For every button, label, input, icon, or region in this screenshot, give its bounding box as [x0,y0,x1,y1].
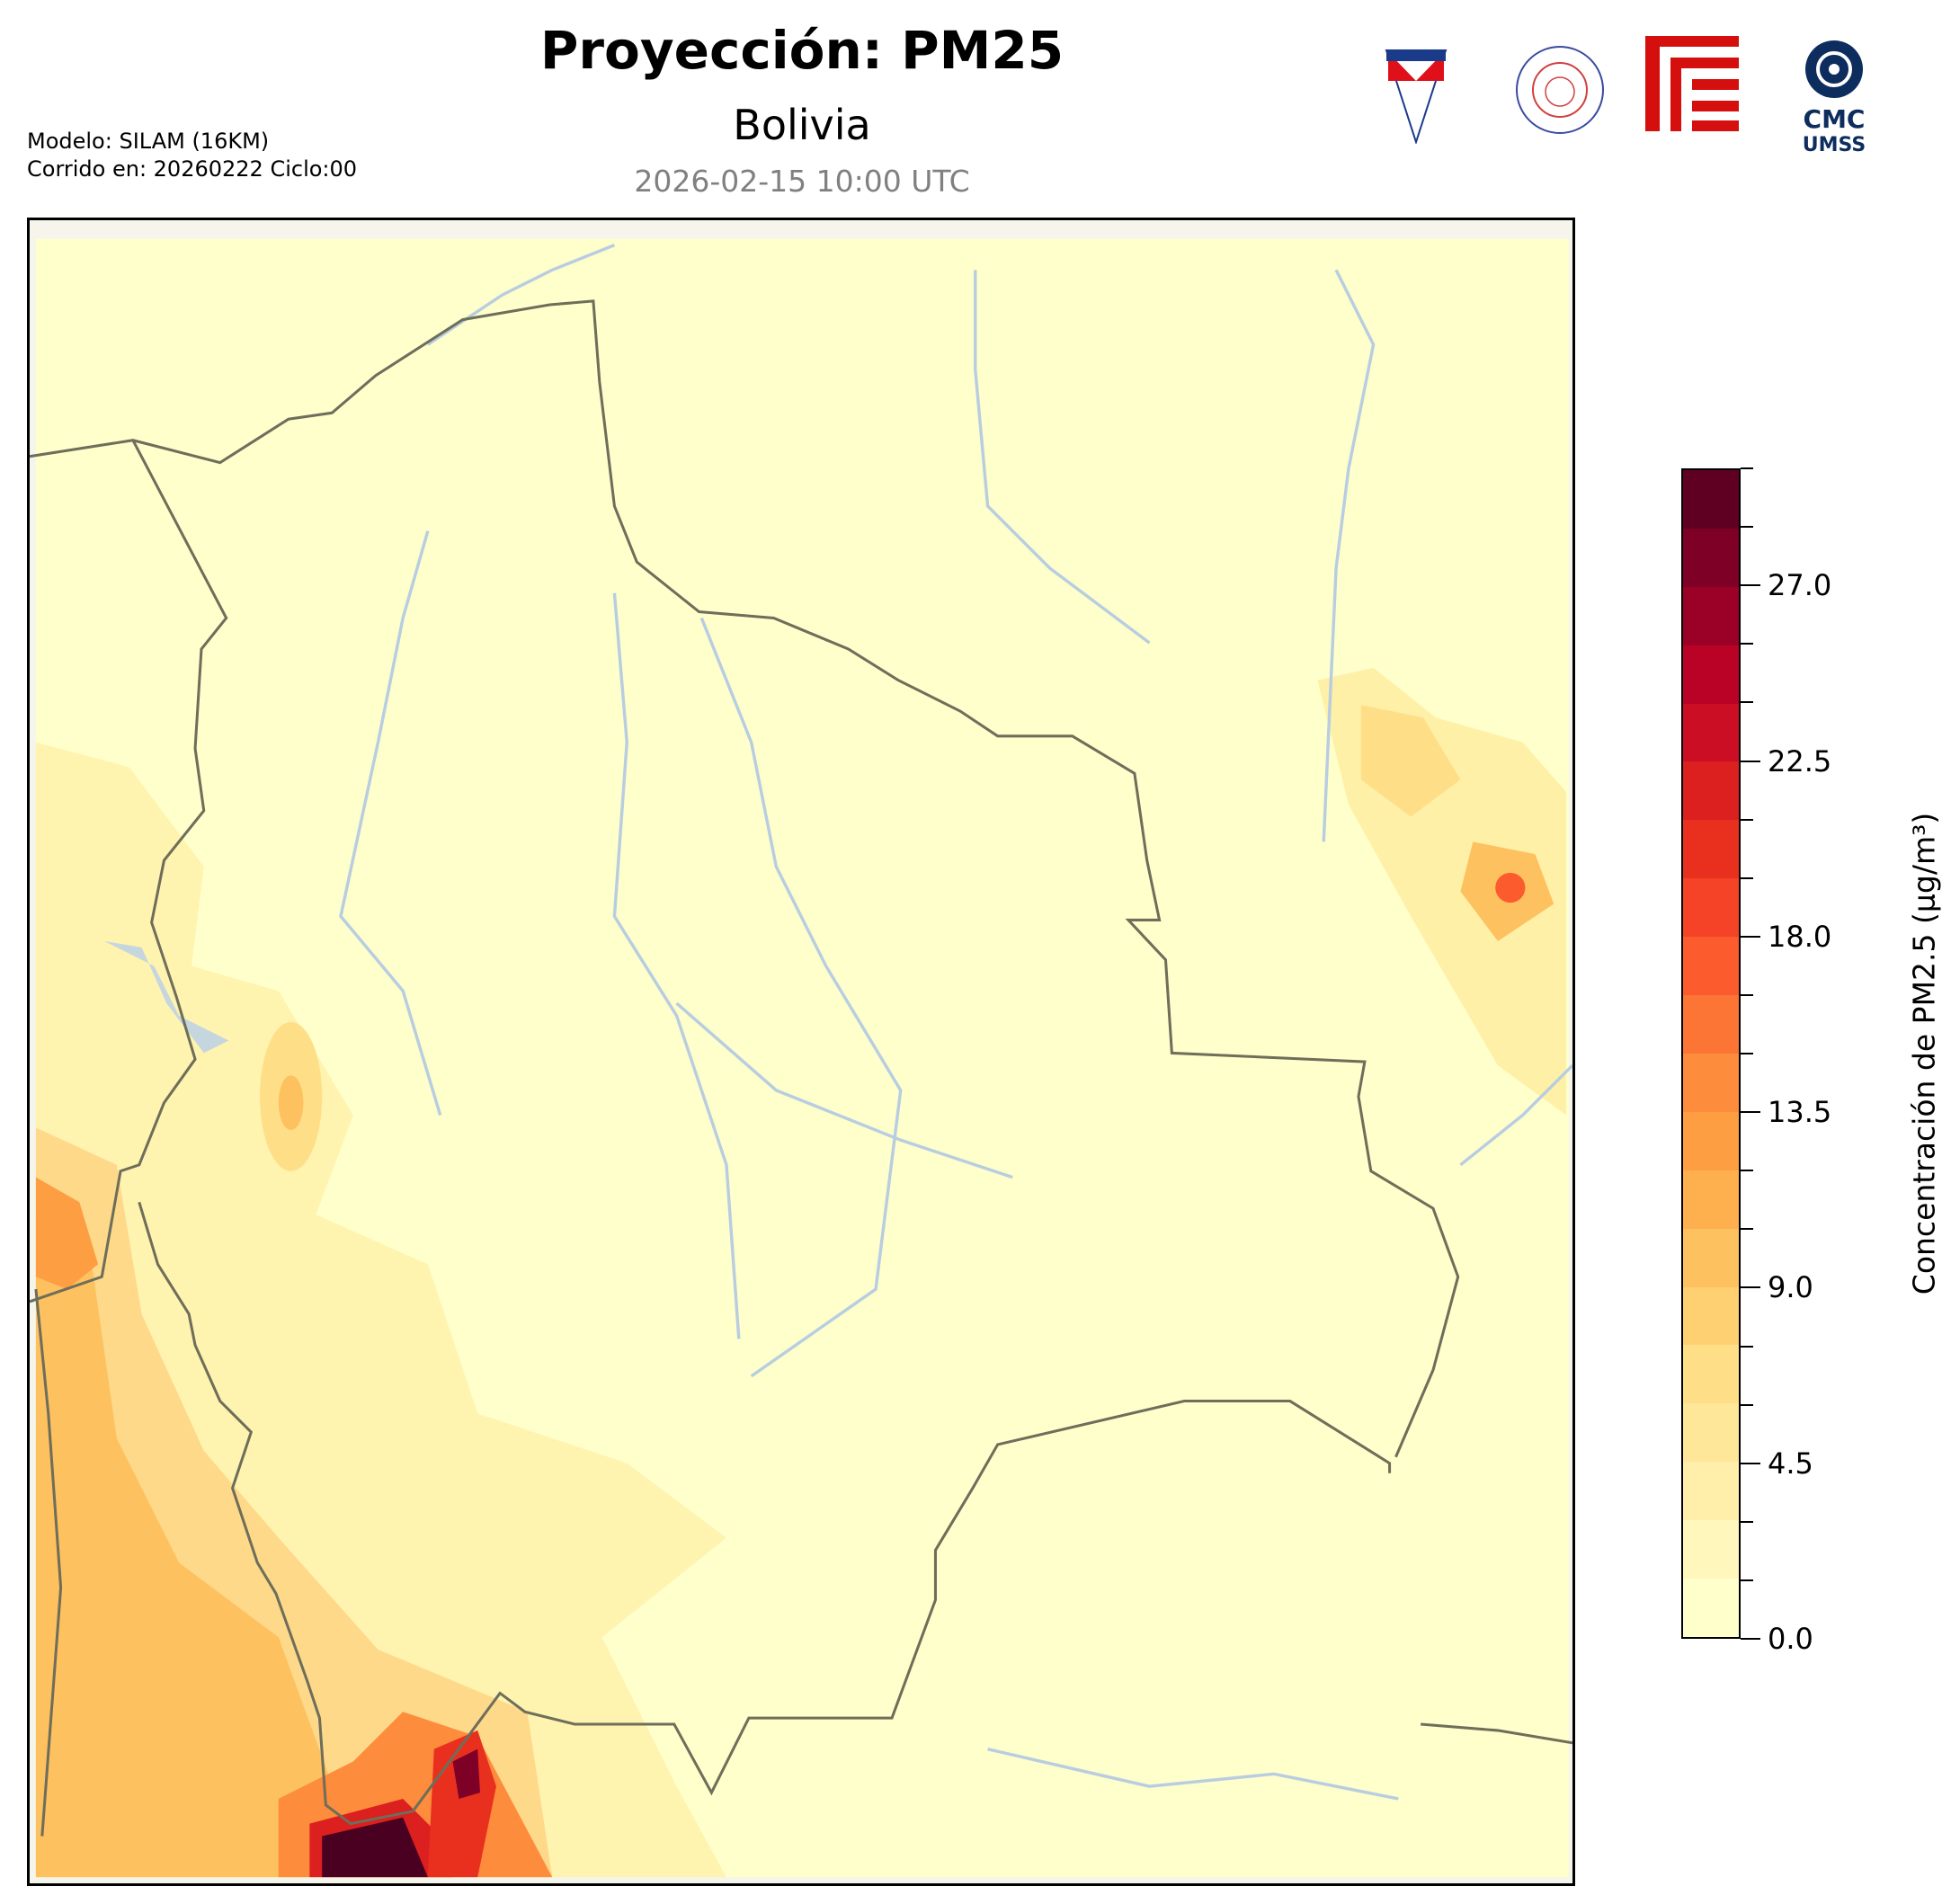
colorbar-ticks: 0.0 4.5 9.0 13.5 18.0 22.5 27.0 [1741,467,1920,1656]
colorbar-level [1683,1520,1739,1579]
colorbar-level [1683,995,1739,1054]
major-tick [1741,584,1760,587]
tick-label: 9.0 [1768,1270,1813,1305]
concentration-fields [35,667,1567,1878]
colorbar-level [1683,878,1739,938]
major-tick [1741,1462,1760,1464]
tick-label: 4.5 [1768,1446,1813,1481]
model-line: Modelo: SILAM (16KM) [27,129,270,154]
colorbar-level [1683,761,1739,821]
tick-label: 13.5 [1768,1095,1832,1130]
colorbar-level [1683,528,1739,587]
minor-tick [1741,467,1753,469]
colorbar-level [1683,586,1739,645]
region-subtitle: Bolivia [733,101,871,149]
tick-label: 27.0 [1768,568,1832,603]
colorbar-level [1683,1286,1739,1346]
colorbar-level [1683,703,1739,762]
colorbar-level [1683,1170,1739,1229]
colorbar-level [1683,469,1739,529]
minor-tick [1741,1520,1753,1523]
map-canvas [30,222,1572,1878]
page-title: Proyección: PM25 [539,20,1065,81]
colorbar-level [1683,1403,1739,1463]
major-tick [1741,760,1760,762]
colorbar-level [1683,1053,1739,1112]
tick-label: 18.0 [1768,919,1832,954]
minor-tick [1741,1053,1753,1054]
model-info: Modelo: SILAM (16KM) Corrido en: 2026022… [27,128,357,183]
colorbar-level [1683,1579,1739,1637]
minor-tick [1741,701,1753,704]
major-tick [1741,1111,1760,1114]
minor-tick [1741,876,1753,879]
major-tick [1741,1638,1760,1640]
minor-tick [1741,643,1753,645]
pm25-map [27,218,1575,1886]
svg-text:CMC: CMC [1804,104,1866,134]
colorbar-level [1683,645,1739,704]
colorbar-level [1683,1111,1739,1170]
tick-label: 0.0 [1768,1622,1813,1656]
colorbar [1681,468,1741,1639]
country-borders [30,299,1572,1837]
minor-tick [1741,993,1753,996]
logos: CMC UMSS [1385,36,1870,162]
departamento-fisica-logo [1516,46,1604,134]
minor-tick [1741,818,1753,821]
major-tick [1741,1286,1760,1289]
fcyt-logo [1645,36,1739,131]
minor-tick [1741,1579,1753,1581]
colorbar-level [1683,1228,1739,1287]
umss-logo [1385,49,1448,144]
tick-label: 22.5 [1768,743,1832,779]
minor-tick [1741,526,1753,529]
minor-tick [1741,1345,1753,1348]
lake-titicaca [104,940,229,1054]
run-line: Corrido en: 20260222 Ciclo:00 [27,156,358,182]
colorbar-level [1683,820,1739,879]
forecast-datetime: 2026-02-15 10:00 UTC [634,164,970,199]
cmc-umss-logo: CMC UMSS [1803,40,1866,156]
minor-tick [1741,1228,1753,1231]
minor-tick [1741,1170,1753,1172]
rivers [339,244,1572,1801]
minor-tick [1741,1403,1753,1406]
colorbar-level [1683,1345,1739,1404]
svg-text:UMSS: UMSS [1803,134,1866,156]
colorbar-level [1683,937,1739,996]
colorbar-level [1683,1462,1739,1521]
colorbar-label: Concentración de PM2.5 (µg/m³) [1906,812,1942,1295]
major-tick [1741,935,1760,938]
